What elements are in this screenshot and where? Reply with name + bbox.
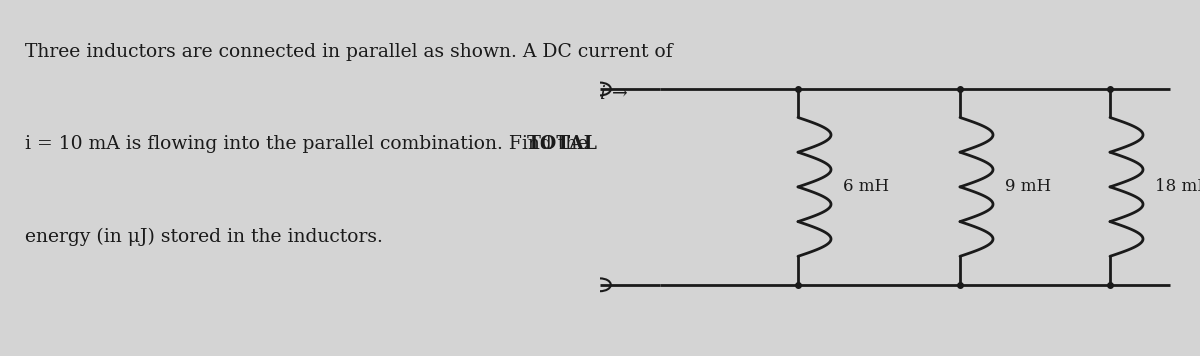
Text: 9 mH: 9 mH xyxy=(1006,178,1051,195)
Text: i →: i → xyxy=(600,85,628,104)
Text: i = 10 mA is flowing into the parallel combination. Find the: i = 10 mA is flowing into the parallel c… xyxy=(25,135,595,153)
Text: 18 mH: 18 mH xyxy=(1154,178,1200,195)
Text: TOTAL: TOTAL xyxy=(527,135,598,153)
Text: Three inductors are connected in parallel as shown. A DC current of: Three inductors are connected in paralle… xyxy=(25,43,673,61)
Text: energy (in μJ) stored in the inductors.: energy (in μJ) stored in the inductors. xyxy=(25,228,383,246)
Text: 6 mH: 6 mH xyxy=(842,178,889,195)
